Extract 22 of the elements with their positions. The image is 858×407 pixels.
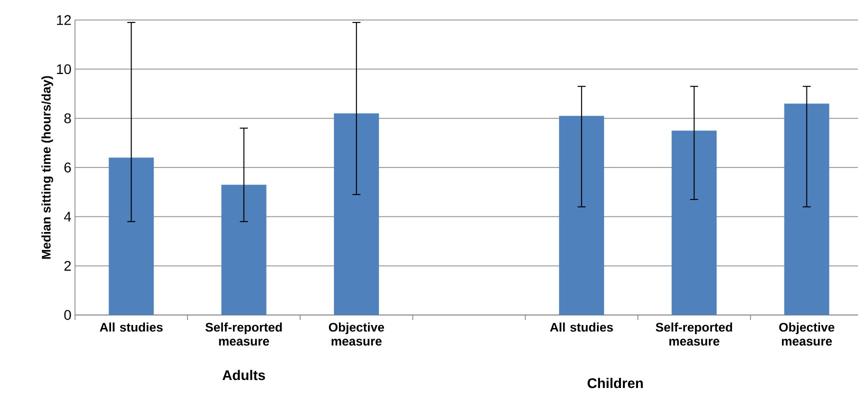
bar [108, 158, 154, 315]
bar [221, 184, 266, 315]
x-tick-label: All studies [550, 322, 613, 332]
y-tick-label: 0 [64, 310, 71, 320]
x-tick-label: All studies [100, 322, 163, 332]
y-tick-label: 8 [64, 113, 71, 124]
bar [784, 104, 830, 315]
y-tick-label: 10 [57, 64, 71, 74]
y-axis-title: Median sitting time (hours/day) [41, 76, 54, 259]
x-tick-label: Self-reported measure [205, 322, 282, 346]
y-tick-label: 6 [64, 162, 71, 172]
bar [559, 116, 604, 315]
y-tick-label: 2 [64, 260, 71, 271]
x-tick-label: Objective measure [779, 322, 834, 346]
y-tick-label: 4 [64, 212, 72, 222]
y-tick-label: 12 [57, 15, 71, 25]
x-tick-label: Self-reported measure [656, 322, 732, 346]
x-tick-label: Objective measure [328, 322, 384, 346]
text: Children [588, 378, 643, 388]
text: Adults [222, 370, 265, 380]
bar [334, 113, 379, 315]
bar [672, 130, 717, 315]
